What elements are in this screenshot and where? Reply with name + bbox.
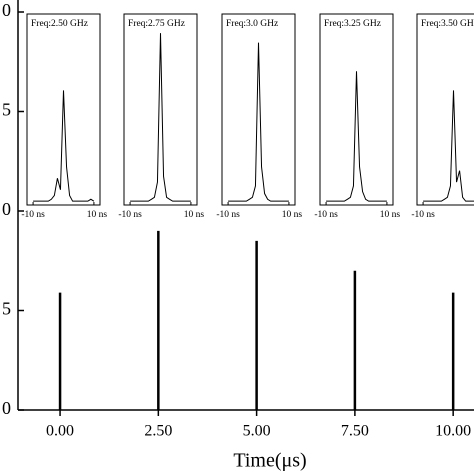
inset-frame [26, 13, 101, 206]
y-tick-label: 5 [2, 100, 11, 120]
inset-x-tick-label: 10 ns [380, 210, 401, 220]
x-tick-label: 10.00 [435, 423, 471, 440]
inset-x-tick-label: -10 ns [216, 210, 240, 220]
x-tick-label: 0.00 [46, 423, 74, 440]
inset-x-tick-label: 10 ns [282, 210, 303, 220]
inset-x-tick-label: -10 ns [118, 210, 142, 220]
inset-frame [416, 13, 474, 206]
inset-frame [319, 13, 394, 206]
x-tick-label: 2.50 [144, 423, 172, 440]
inset-title: Freq:3.25 GHz [324, 19, 381, 29]
y-tick-label: 0 [2, 199, 11, 219]
inset-x-tick-label: 10 ns [87, 210, 108, 220]
inset-title: Freq:3.0 GHz [226, 19, 278, 29]
inset-title: Freq:2.50 GHz [31, 19, 88, 29]
y-tick-label: 0 [2, 398, 11, 418]
inset-pulse [326, 71, 387, 202]
inset-pulse [228, 42, 289, 202]
inset-x-tick-label: -10 ns [21, 210, 45, 220]
x-tick-label: 5.00 [243, 423, 271, 440]
y-tick-label: 5 [2, 299, 11, 319]
x-axis-title: Time(μs) [233, 450, 306, 472]
inset-title: Freq:2.75 GHz [128, 19, 185, 29]
inset-x-tick-label: -10 ns [314, 210, 338, 220]
y-tick-label: 0 [2, 0, 11, 20]
inset-title: Freq:3.50 GH [421, 19, 474, 29]
inset-pulse [33, 90, 95, 202]
inset-pulse [130, 33, 191, 202]
inset-x-tick-label: 10 ns [184, 210, 205, 220]
inset-x-tick-label: -10 ns [411, 210, 435, 220]
x-tick-label: 7.50 [341, 423, 369, 440]
